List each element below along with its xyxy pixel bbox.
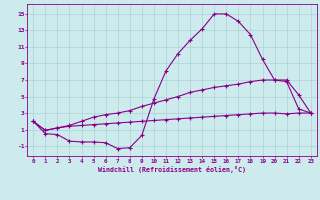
X-axis label: Windchill (Refroidissement éolien,°C): Windchill (Refroidissement éolien,°C)	[98, 166, 246, 173]
